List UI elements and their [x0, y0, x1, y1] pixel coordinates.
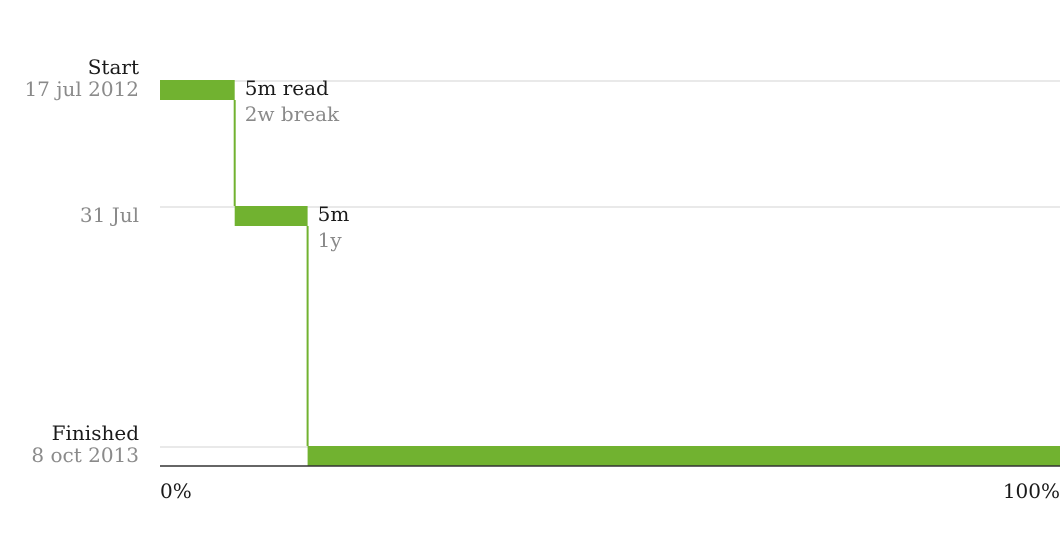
- break-label-start: 2w break: [245, 102, 340, 126]
- row-date-mid: 31 Jul: [80, 203, 139, 227]
- x-tick-min: 0%: [160, 479, 192, 503]
- row-date-start: 17 jul 2012: [24, 77, 139, 101]
- row-date-end: 8 oct 2013: [31, 443, 139, 467]
- chart-marks: [160, 80, 1060, 466]
- break-label-mid: 1y: [318, 228, 343, 252]
- read-label-start: 5m read: [245, 76, 329, 100]
- row-title-end: Finished: [52, 421, 140, 445]
- read-label-mid: 5m: [318, 202, 350, 226]
- row-title-start: Start: [88, 55, 139, 79]
- grid-lines: [160, 80, 1060, 448]
- x-tick-max: 100%: [1003, 479, 1060, 503]
- bar-segment-start: [160, 80, 235, 100]
- bar-segment-mid: [234, 206, 308, 226]
- bar-segment-end: [307, 446, 1060, 466]
